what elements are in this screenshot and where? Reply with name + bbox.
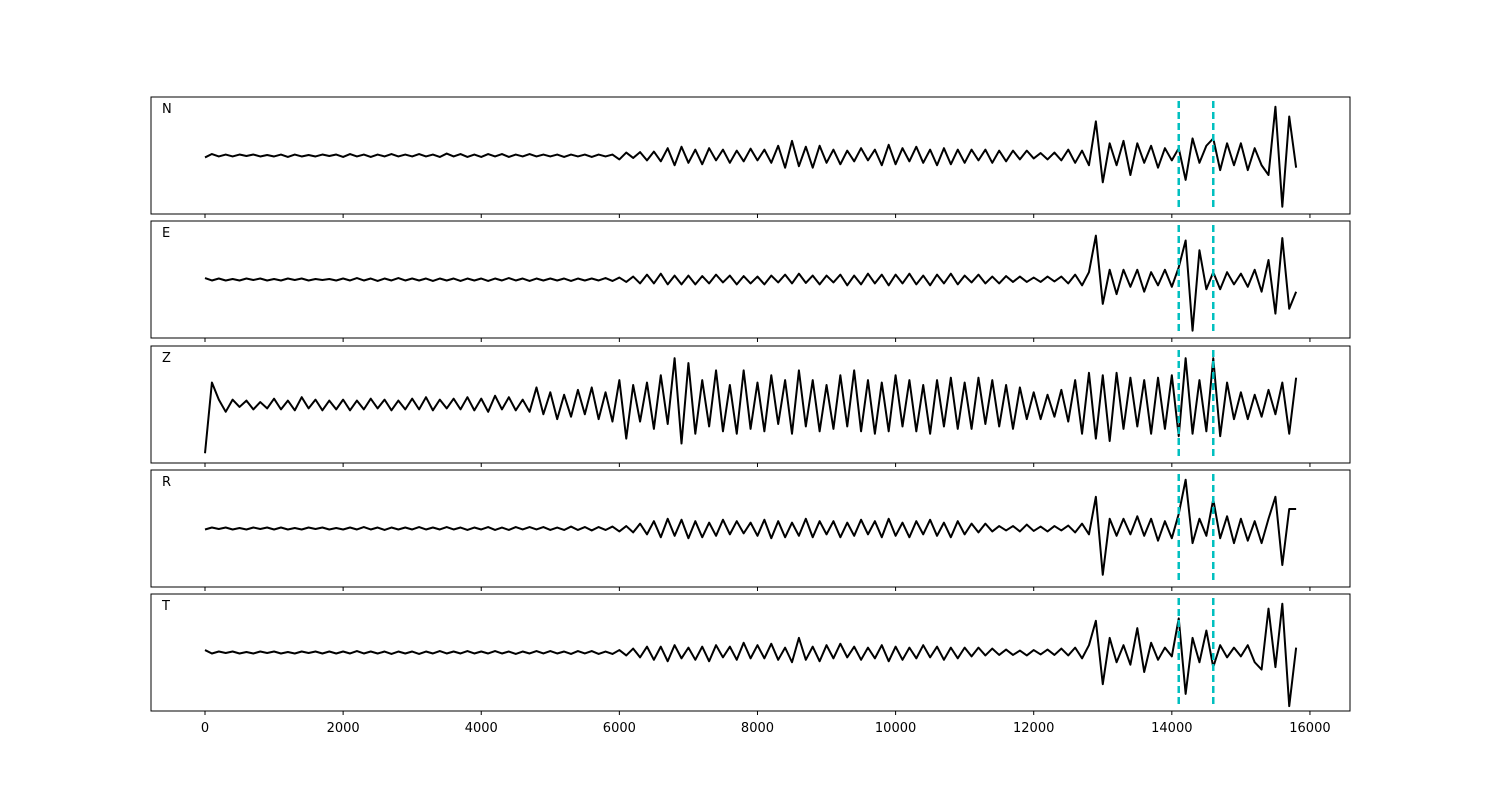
x-tick-label: 12000 — [1013, 721, 1054, 736]
x-tick-label: 4000 — [465, 721, 498, 736]
trace — [204, 105, 1298, 208]
panel-frame — [150, 345, 1351, 464]
panel-label: T — [161, 599, 170, 614]
trace — [204, 478, 1297, 576]
panel-label: E — [162, 226, 170, 241]
trace — [204, 234, 1298, 332]
panel-label: Z — [162, 351, 171, 366]
panel-frame — [150, 96, 1351, 215]
panel-label: N — [162, 102, 172, 117]
panel-label: R — [162, 475, 171, 490]
panel-frame — [150, 220, 1351, 339]
panel-frame — [150, 469, 1351, 588]
x-tick-label: 6000 — [603, 721, 636, 736]
x-tick-label: 14000 — [1151, 721, 1192, 736]
x-tick-label: 8000 — [741, 721, 774, 736]
trace — [204, 602, 1298, 708]
x-tick-label: 10000 — [875, 721, 916, 736]
x-tick-label: 2000 — [327, 721, 360, 736]
x-tick-label: 16000 — [1289, 721, 1330, 736]
trace — [204, 357, 1298, 454]
x-tick-label: 0 — [201, 721, 209, 736]
panel-frame — [150, 593, 1351, 712]
